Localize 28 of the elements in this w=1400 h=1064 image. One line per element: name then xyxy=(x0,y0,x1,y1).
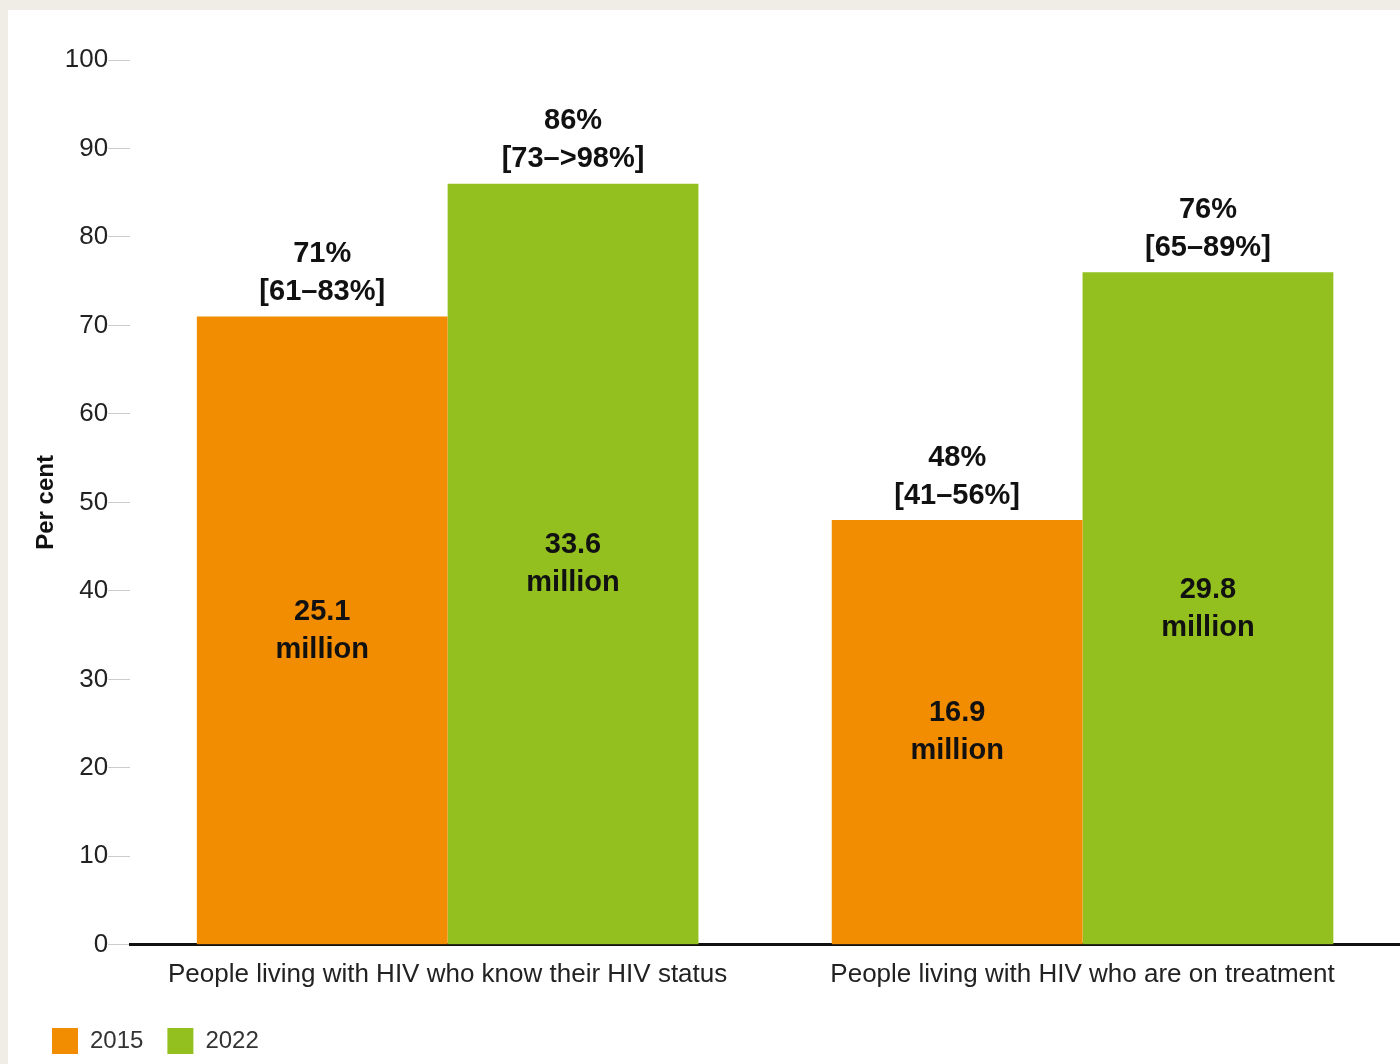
bar xyxy=(1082,272,1334,945)
y-tick-label: 50 xyxy=(79,485,109,516)
bar xyxy=(196,316,448,945)
data-label: 76% [65–89%] xyxy=(1145,191,1271,262)
y-tick-label: 10 xyxy=(79,839,109,870)
y-tick-label: 0 xyxy=(93,927,109,958)
data-label: 71% [61–83%] xyxy=(259,236,386,307)
annotation: 29.8 million xyxy=(1161,571,1255,642)
bar xyxy=(831,520,1083,945)
legend-label: 2015 xyxy=(90,1025,144,1053)
annotation: 16.9 million xyxy=(910,695,1004,766)
annotation: 25.1 million xyxy=(275,593,369,664)
data-label: 48% [41–56%] xyxy=(894,439,1021,510)
y-tick-label: 30 xyxy=(79,662,109,693)
y-axis-title: Per cent xyxy=(31,455,59,550)
x-tick-label: People living with HIV who know their HIV status xyxy=(168,957,728,988)
y-tick-label: 60 xyxy=(79,397,109,428)
y-tick-label: 100 xyxy=(64,43,109,74)
y-tick-label: 70 xyxy=(79,308,109,339)
bar xyxy=(447,183,699,945)
y-tick-label: 80 xyxy=(79,220,109,251)
annotation: 33.6 million xyxy=(526,527,620,598)
legend-label: 2022 xyxy=(205,1025,259,1053)
x-tick-label: People living with HIV who are on treatment xyxy=(830,957,1336,988)
y-tick-label: 40 xyxy=(79,574,109,605)
y-tick-label: 90 xyxy=(79,131,109,162)
y-tick-label: 20 xyxy=(79,751,109,782)
data-label: 86% [73–>98%] xyxy=(501,103,645,174)
